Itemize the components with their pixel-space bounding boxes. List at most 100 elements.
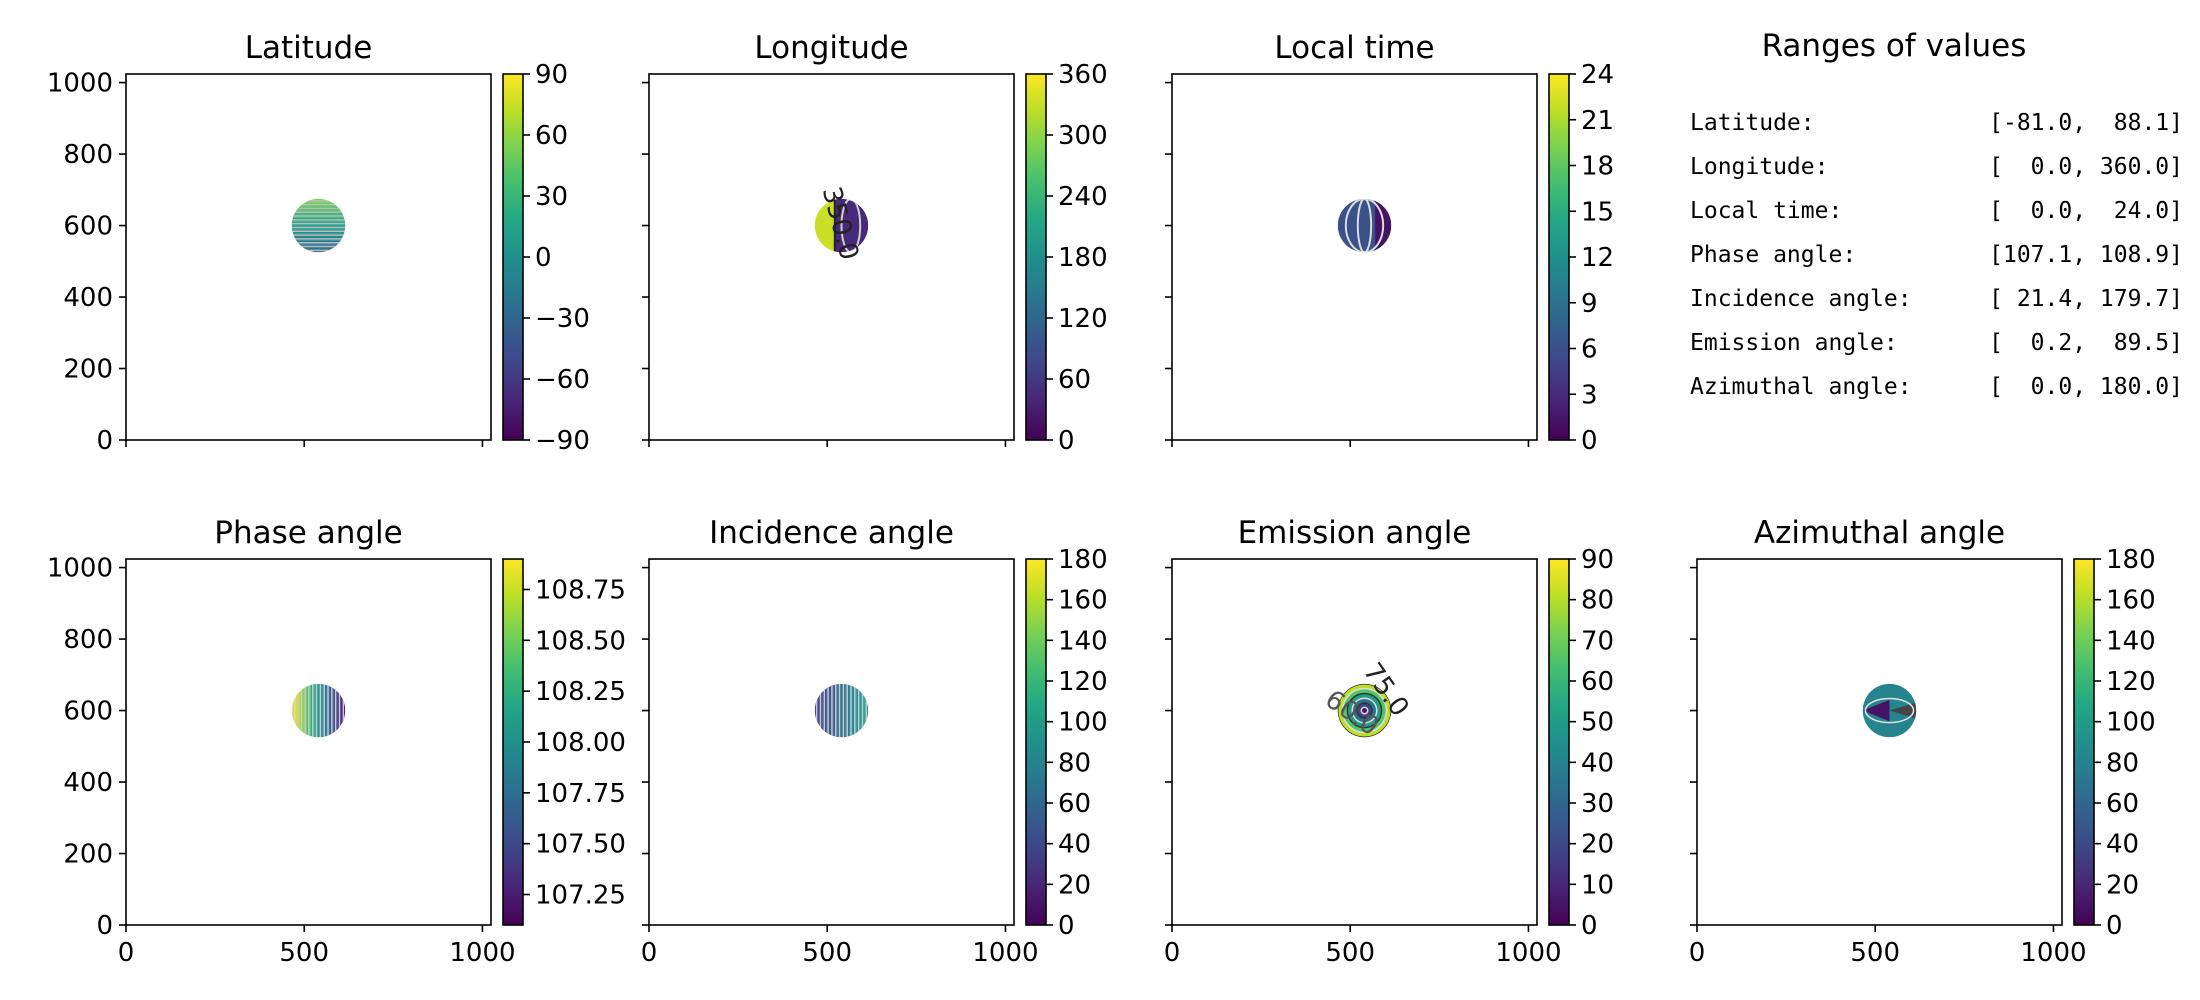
range-label: Longitude: (1690, 154, 1828, 180)
colorbar-tick-label: 60 (1058, 789, 1091, 819)
colorbar-tick-label: 0 (1058, 426, 1075, 456)
ranges-title: Ranges of values (1762, 28, 2027, 64)
range-value: [-81.0, 88.1] (1989, 110, 2183, 136)
x-tick-label: 500 (1850, 938, 1900, 968)
colorbar-tick-label: 9 (1581, 289, 1598, 319)
colorbar-tick-label: 0 (1058, 911, 1075, 941)
colorbar-tick-label: 180 (2106, 545, 2156, 575)
colorbar-tick-label: 80 (1581, 586, 1614, 616)
range-value: [107.1, 108.9] (1989, 242, 2183, 268)
range-value: [ 0.2, 89.5] (1989, 330, 2183, 356)
axes-frame (648, 73, 1015, 441)
colorbar-tick-label: −30 (535, 304, 590, 334)
colorbar-tick-label: 20 (1058, 870, 1091, 900)
colorbar-tick-label: 60 (1058, 365, 1091, 395)
colorbar-tick-label: 108.00 (535, 728, 626, 758)
colorbar-tick-label: 120 (1058, 304, 1108, 334)
colorbar-tick-label: 108.50 (535, 626, 626, 656)
range-label: Azimuthal angle: (1690, 374, 1912, 400)
colorbar (1548, 73, 1570, 441)
y-tick-label: 400 (63, 768, 113, 798)
disk-image (1862, 683, 1917, 738)
colorbar-tick-label: 60 (2106, 789, 2139, 819)
colorbar-tick-label: 108.25 (535, 677, 626, 707)
colorbar-tick-label: 6 (1581, 335, 1598, 365)
y-tick-label: 0 (96, 911, 113, 941)
x-tick-label: 0 (118, 938, 135, 968)
y-tick-label: 600 (63, 212, 113, 242)
colorbar-tick-label: 18 (1581, 152, 1614, 182)
range-label: Incidence angle: (1690, 286, 1912, 312)
colorbar-tick-label: 0 (2106, 911, 2123, 941)
x-tick-label: 0 (1689, 938, 1706, 968)
colorbar-tick-label: 24 (1581, 60, 1614, 90)
axes-frame (1171, 73, 1538, 441)
colorbar-tick-label: 30 (1581, 789, 1614, 819)
x-tick-label: 1000 (972, 938, 1038, 968)
panel-title: Incidence angle (709, 515, 954, 551)
colorbar-tick-label: 10 (1581, 870, 1614, 900)
axes-frame (125, 73, 492, 441)
colorbar-tick-label: 360 (1058, 60, 1108, 90)
ranges-panel: Ranges of values Latitude: [-81.0, 88.1] Lo… (1690, 28, 2183, 400)
colorbar-tick-label: 107.75 (535, 779, 626, 809)
colorbar-tick-label: 0 (535, 243, 552, 273)
colorbar-tick-label: 20 (2106, 870, 2139, 900)
panel-title: Azimuthal angle (1754, 515, 2005, 551)
range-value: [ 0.0, 360.0] (1989, 154, 2183, 180)
colorbar-tick-label: 100 (2106, 708, 2156, 738)
panel-title: Latitude (245, 30, 373, 66)
x-tick-label: 0 (1164, 938, 1181, 968)
colorbar-tick-label: 120 (1058, 667, 1108, 697)
y-tick-label: 1000 (47, 69, 113, 99)
range-label: Emission angle: (1690, 330, 1898, 356)
colorbar-tick-label: 15 (1581, 197, 1614, 227)
y-tick-label: 400 (63, 283, 113, 313)
panel-title: Local time (1274, 30, 1434, 66)
colorbar-tick-label: 90 (535, 60, 568, 90)
disk-image (291, 198, 346, 253)
panel-incidence-angle: Incidence angle 0 500 1000 180 160 140 120 100 80… (641, 515, 1108, 968)
colorbar-tick-label: 40 (2106, 830, 2139, 860)
range-label: Phase angle: (1690, 242, 1856, 268)
disk-image (291, 683, 346, 738)
y-tick-label: 0 (96, 426, 113, 456)
colorbar-tick-label: 160 (1058, 586, 1108, 616)
range-value: [ 0.0, 180.0] (1989, 374, 2183, 400)
range-label: Local time: (1690, 198, 1842, 224)
colorbar (502, 558, 524, 926)
colorbar-tick-label: 240 (1058, 182, 1108, 212)
axes-frame (1171, 558, 1538, 926)
colorbar-tick-label: 60 (535, 121, 568, 151)
y-tick-label: 200 (63, 355, 113, 385)
x-tick-label: 0 (641, 938, 658, 968)
panel-azimuthal-angle: Azimuthal angle 0 500 1000 180 160 140 120 100 80… (1689, 515, 2156, 968)
disk-image (1337, 198, 1392, 253)
colorbar-tick-label: 90 (1581, 545, 1614, 575)
colorbar-tick-label: 108.75 (535, 576, 626, 606)
colorbar-tick-label: 50 (1581, 708, 1614, 738)
colorbar-tick-label: 3 (1581, 380, 1598, 410)
y-tick-label: 1000 (47, 554, 113, 584)
colorbar-tick-label: 180 (1058, 545, 1108, 575)
colorbar-tick-label: 70 (1581, 626, 1614, 656)
colorbar-tick-label: 160 (2106, 586, 2156, 616)
colorbar-tick-label: 300 (1058, 121, 1108, 151)
colorbar-tick-label: 107.50 (535, 830, 626, 860)
axes-frame (1696, 558, 2063, 926)
colorbar (1025, 73, 1047, 441)
panel-title: Emission angle (1238, 515, 1472, 551)
y-tick-label: 200 (63, 840, 113, 870)
colorbar-tick-label: 40 (1058, 830, 1091, 860)
colorbar-tick-label: 180 (1058, 243, 1108, 273)
colorbar-tick-label: 0 (1581, 911, 1598, 941)
y-tick-label: 800 (63, 140, 113, 170)
x-tick-label: 500 (802, 938, 852, 968)
colorbar-tick-label: 80 (1058, 748, 1091, 778)
colorbar-tick-label: 107.25 (535, 881, 626, 911)
x-tick-label: 1000 (1495, 938, 1561, 968)
colorbar (2073, 558, 2095, 926)
panel-latitude: Latitude 0 200 400 600 800 1000 90 60 30 0 −30 −60 −9… (47, 30, 590, 456)
